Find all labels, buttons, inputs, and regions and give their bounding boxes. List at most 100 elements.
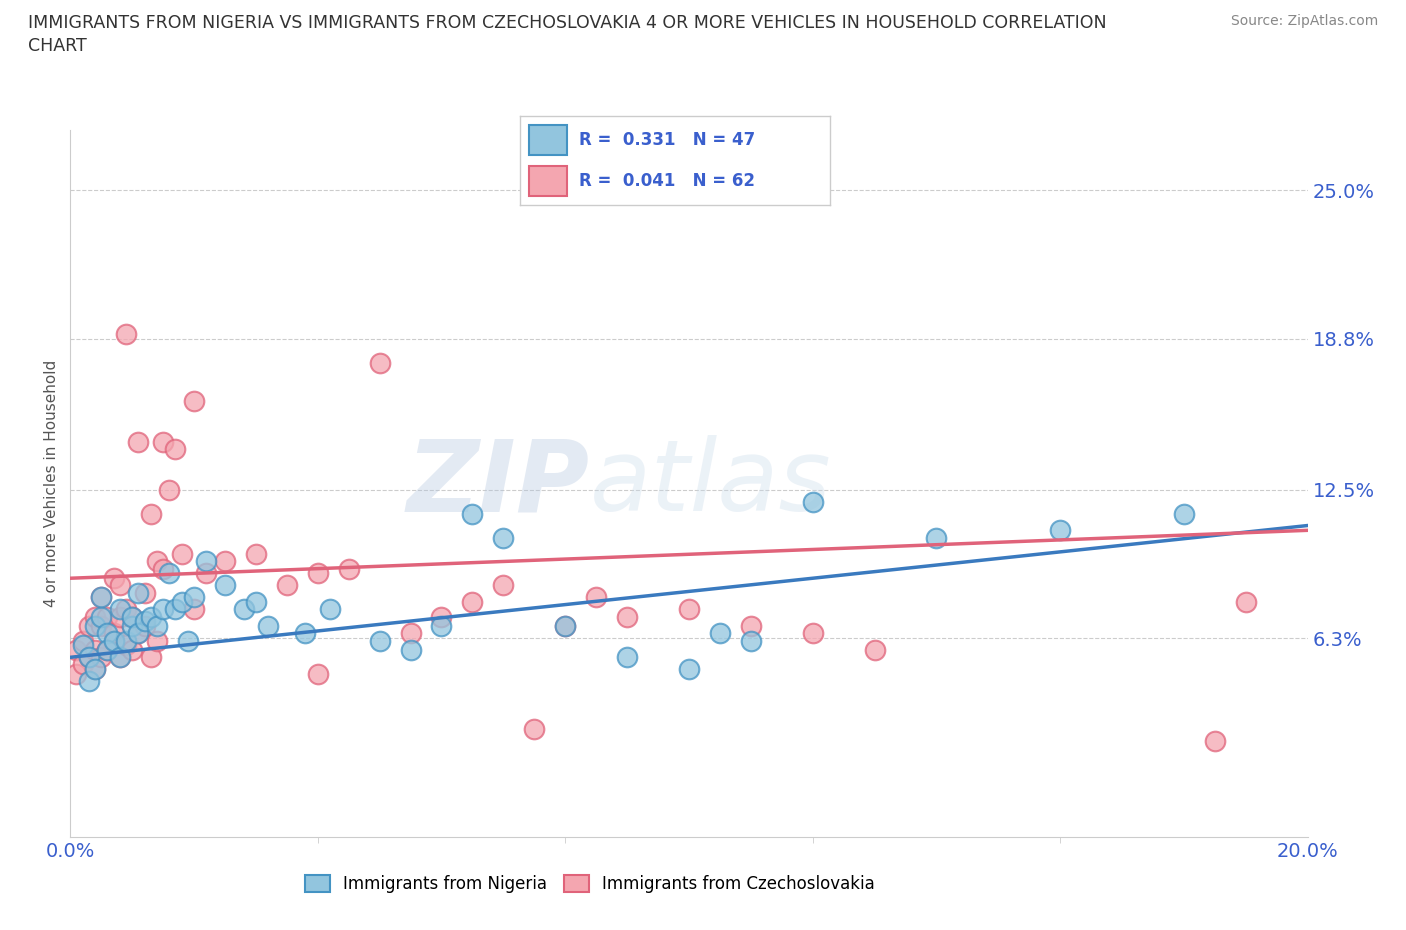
Point bbox=[801, 494, 824, 509]
Point bbox=[108, 609, 131, 624]
Point bbox=[801, 626, 824, 641]
Point bbox=[139, 506, 162, 521]
Point bbox=[294, 626, 316, 641]
Point bbox=[77, 650, 100, 665]
Point bbox=[183, 590, 205, 604]
Point bbox=[1173, 506, 1195, 521]
Point bbox=[96, 643, 118, 658]
Point bbox=[368, 355, 391, 370]
Point bbox=[523, 722, 546, 737]
Point bbox=[554, 618, 576, 633]
Point bbox=[152, 561, 174, 576]
Point bbox=[257, 618, 280, 633]
Point bbox=[134, 585, 156, 600]
Y-axis label: 4 or more Vehicles in Household: 4 or more Vehicles in Household bbox=[44, 360, 59, 607]
Point bbox=[709, 626, 731, 641]
Point bbox=[121, 609, 143, 624]
Point bbox=[146, 633, 169, 648]
Text: Source: ZipAtlas.com: Source: ZipAtlas.com bbox=[1230, 14, 1378, 28]
Point bbox=[65, 667, 87, 682]
Text: ZIP: ZIP bbox=[406, 435, 591, 532]
Point bbox=[139, 609, 162, 624]
Text: atlas: atlas bbox=[591, 435, 831, 532]
Point bbox=[276, 578, 298, 592]
Point bbox=[165, 602, 187, 617]
Point bbox=[127, 585, 149, 600]
Point bbox=[96, 609, 118, 624]
Point bbox=[90, 590, 112, 604]
Point bbox=[399, 643, 422, 658]
Point bbox=[678, 662, 700, 677]
Point bbox=[152, 602, 174, 617]
Point bbox=[77, 650, 100, 665]
Point bbox=[183, 602, 205, 617]
Point bbox=[134, 614, 156, 629]
Point bbox=[134, 618, 156, 633]
Point bbox=[616, 650, 638, 665]
Point bbox=[461, 595, 484, 610]
Point bbox=[127, 626, 149, 641]
Point bbox=[139, 650, 162, 665]
Point bbox=[103, 626, 125, 641]
Point bbox=[77, 618, 100, 633]
Point bbox=[90, 590, 112, 604]
Point bbox=[127, 434, 149, 449]
Text: CHART: CHART bbox=[28, 37, 87, 55]
Point bbox=[84, 609, 107, 624]
Point bbox=[214, 578, 236, 592]
Point bbox=[157, 482, 180, 497]
Point bbox=[430, 618, 453, 633]
Point bbox=[84, 618, 107, 633]
Point bbox=[90, 609, 112, 624]
Point bbox=[108, 650, 131, 665]
Text: R =  0.331   N = 47: R = 0.331 N = 47 bbox=[579, 131, 755, 149]
Point bbox=[1204, 734, 1226, 749]
Point bbox=[84, 643, 107, 658]
Point bbox=[170, 547, 193, 562]
Point bbox=[492, 578, 515, 592]
Point bbox=[96, 643, 118, 658]
Point bbox=[461, 506, 484, 521]
Point bbox=[103, 633, 125, 648]
Point bbox=[108, 602, 131, 617]
Point bbox=[170, 595, 193, 610]
Bar bbox=[530, 126, 567, 155]
Point bbox=[585, 590, 607, 604]
Point bbox=[616, 609, 638, 624]
Point bbox=[1049, 523, 1071, 538]
Point bbox=[90, 618, 112, 633]
Point bbox=[740, 618, 762, 633]
Point bbox=[146, 554, 169, 569]
Point bbox=[678, 602, 700, 617]
Point bbox=[103, 571, 125, 586]
Point bbox=[492, 530, 515, 545]
Point bbox=[84, 662, 107, 677]
Point bbox=[72, 658, 94, 672]
Point bbox=[368, 633, 391, 648]
Point bbox=[77, 674, 100, 689]
Point bbox=[177, 633, 200, 648]
Point bbox=[115, 633, 138, 648]
Point bbox=[103, 633, 125, 648]
Bar bbox=[530, 166, 567, 196]
Point bbox=[430, 609, 453, 624]
Point bbox=[146, 618, 169, 633]
Point bbox=[121, 643, 143, 658]
Legend: Immigrants from Nigeria, Immigrants from Czechoslovakia: Immigrants from Nigeria, Immigrants from… bbox=[298, 868, 882, 899]
Point bbox=[165, 442, 187, 457]
Point bbox=[195, 554, 218, 569]
Point bbox=[115, 602, 138, 617]
Text: IMMIGRANTS FROM NIGERIA VS IMMIGRANTS FROM CZECHOSLOVAKIA 4 OR MORE VEHICLES IN : IMMIGRANTS FROM NIGERIA VS IMMIGRANTS FR… bbox=[28, 14, 1107, 32]
Point bbox=[399, 626, 422, 641]
Point bbox=[307, 566, 329, 581]
Point bbox=[214, 554, 236, 569]
Point bbox=[115, 638, 138, 653]
Point bbox=[72, 638, 94, 653]
Point bbox=[183, 393, 205, 408]
Point bbox=[232, 602, 254, 617]
Point bbox=[72, 633, 94, 648]
Point bbox=[90, 650, 112, 665]
Point bbox=[96, 626, 118, 641]
Point bbox=[121, 609, 143, 624]
Point bbox=[152, 434, 174, 449]
